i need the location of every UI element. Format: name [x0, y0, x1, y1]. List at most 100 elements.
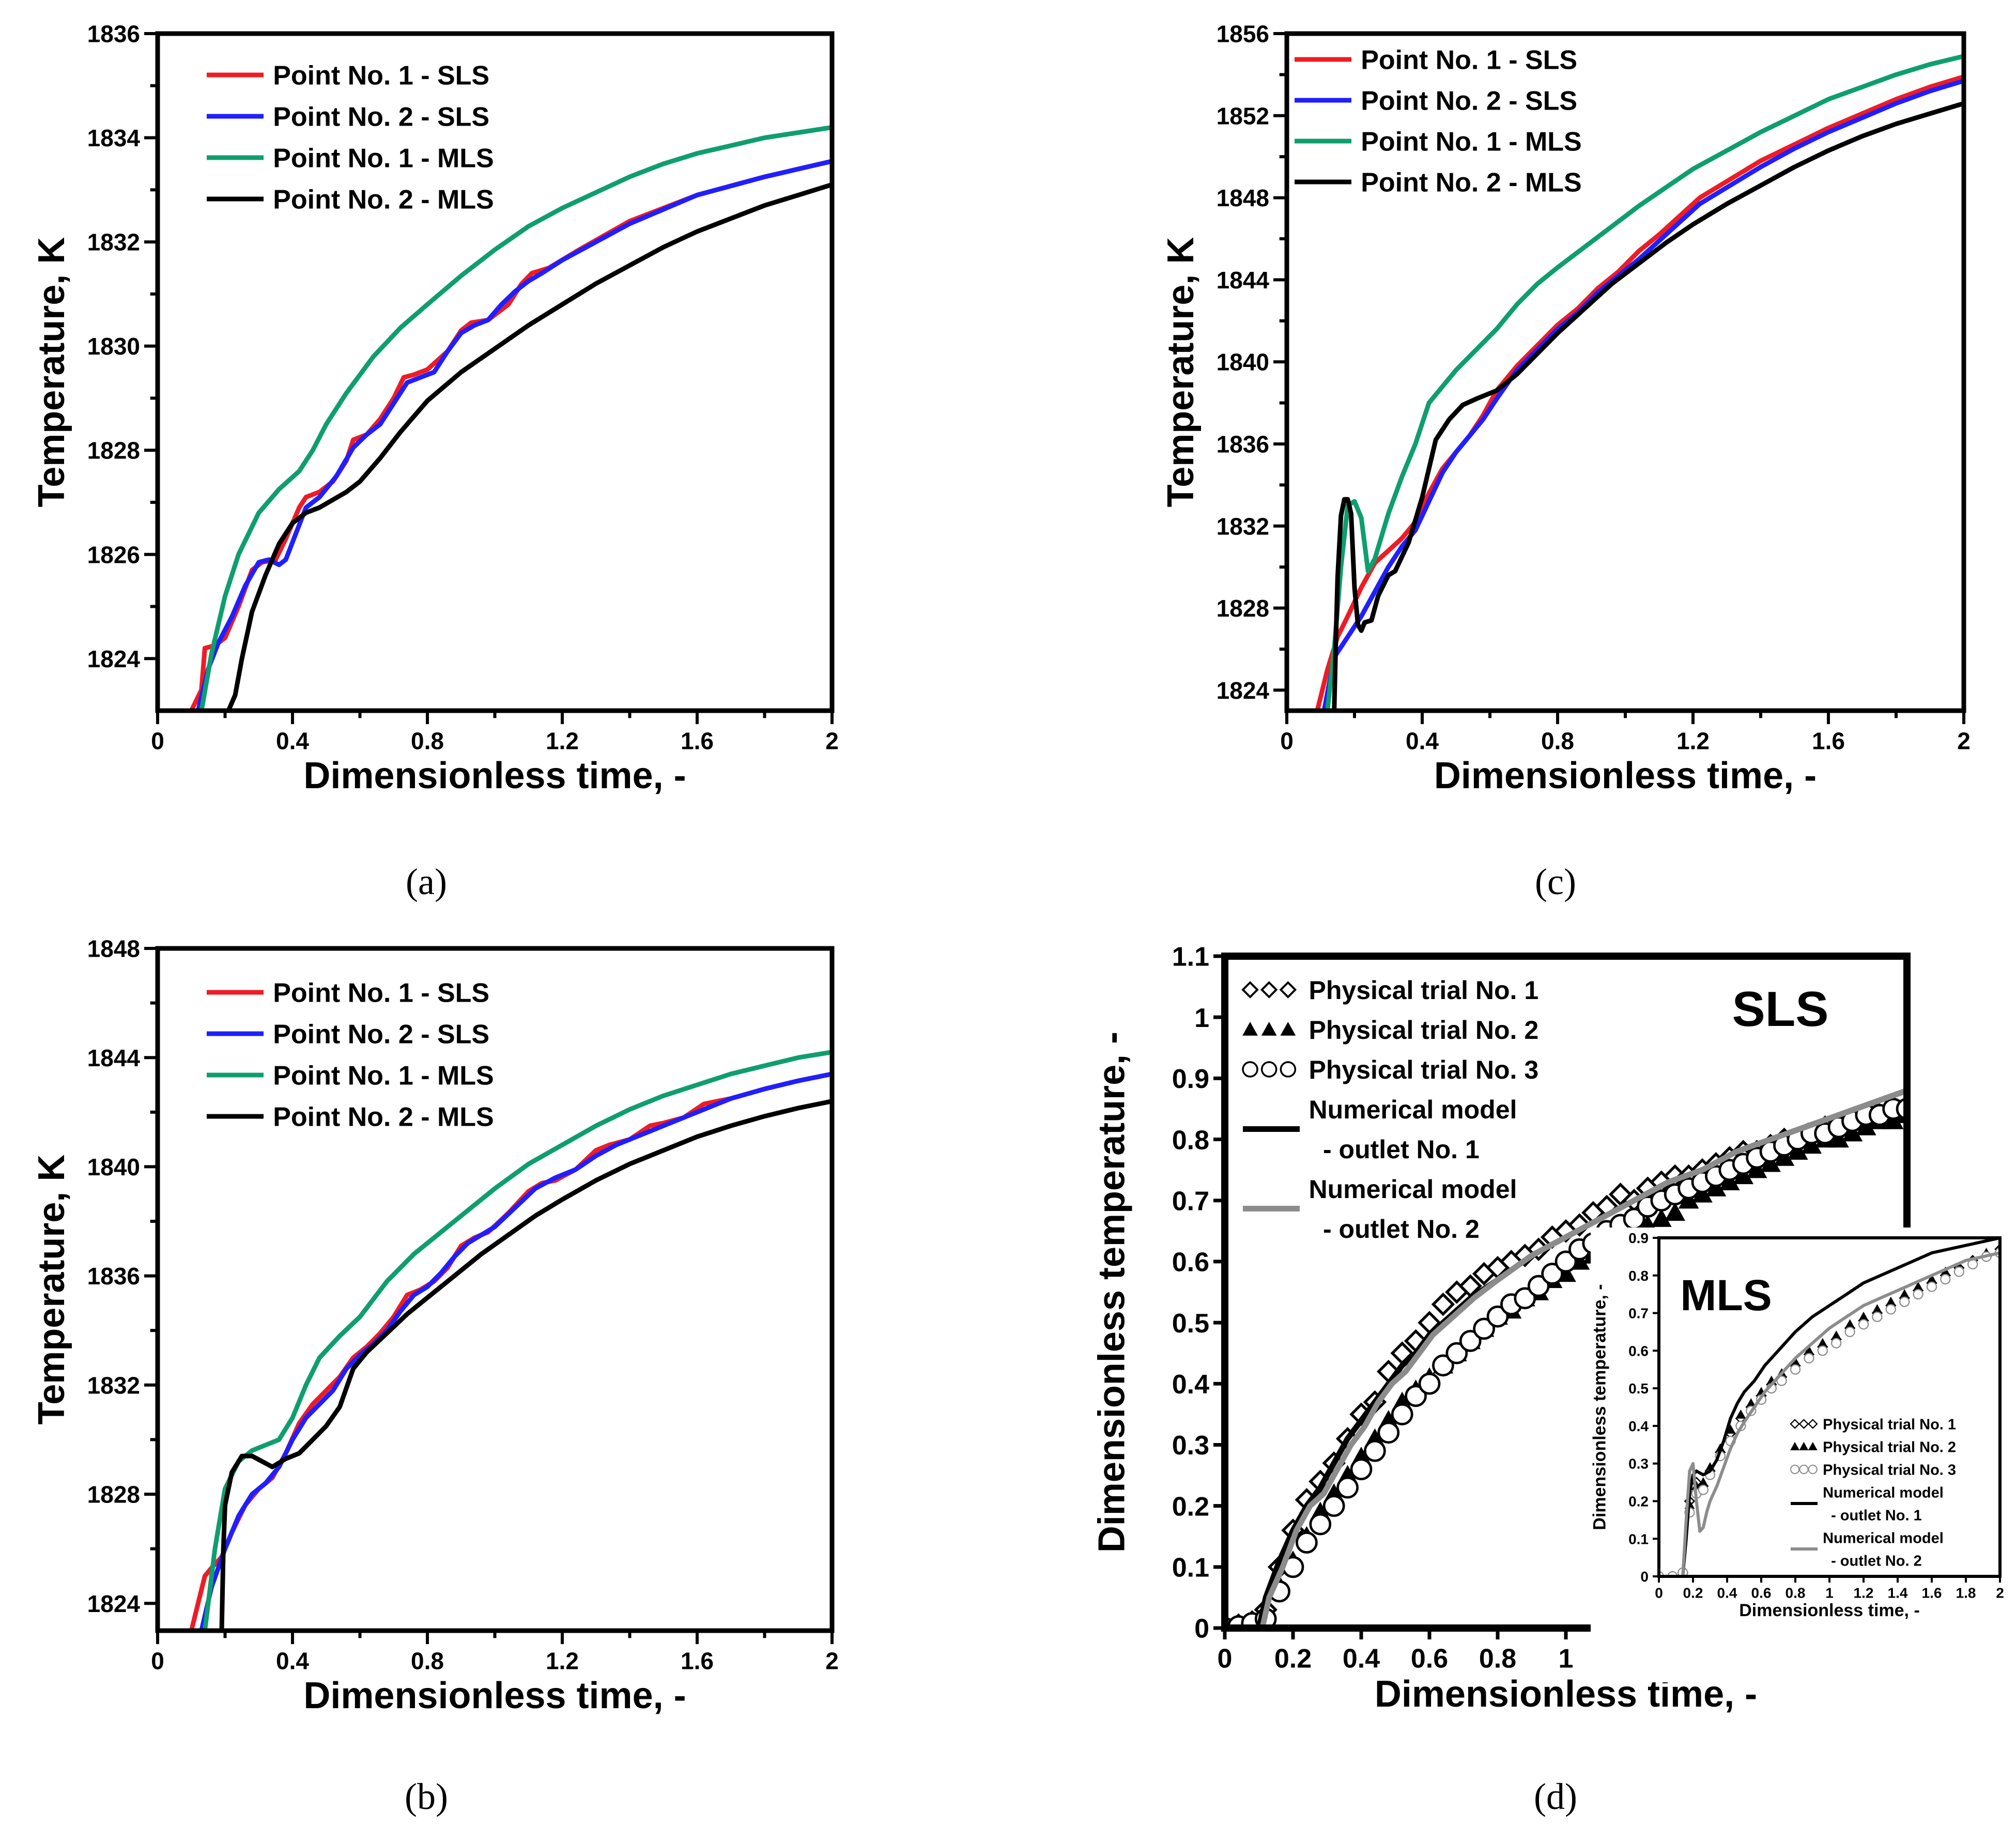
- data-point: [1541, 1263, 1563, 1285]
- y-tick-label: 0.5: [1628, 1380, 1649, 1397]
- y-tick-label: 1832: [87, 1372, 140, 1399]
- y-tick-label: 1834: [87, 125, 141, 151]
- legend-label: Point No. 1 - SLS: [273, 978, 489, 1008]
- y-tick-label: 1852: [1217, 102, 1269, 129]
- y-tick-label: 1836: [1217, 431, 1269, 457]
- y-tick-label: 0.7: [1172, 1186, 1209, 1216]
- x-tick-label: 0.8: [1541, 727, 1574, 754]
- y-axis-label: Dimensionless temperature, -: [1590, 1284, 1610, 1530]
- legend-label: Numerical model - outlet No. 1: [1823, 1484, 1944, 1524]
- data-point: [1527, 1275, 1550, 1297]
- x-tick-label: 0: [1655, 1585, 1663, 1601]
- series-line-1: [189, 159, 832, 711]
- legend-item-4: Numerical model - outlet No. 1: [1791, 1484, 1944, 1524]
- data-point: [1364, 1439, 1386, 1462]
- data-point: [1926, 1281, 1937, 1292]
- data-point: [1260, 981, 1278, 999]
- legend-item-1: Point No. 1 - SLS: [207, 978, 489, 1008]
- y-tick-label: 0.4: [1628, 1418, 1649, 1434]
- legend-item-5: Numerical model - outlet No. 2: [1243, 1175, 1517, 1244]
- y-tick-label: 0.1: [1172, 1553, 1209, 1583]
- y-tick-label: 0.7: [1628, 1306, 1649, 1322]
- y-tick-label: 0.4: [1172, 1370, 1209, 1400]
- data-point: [1698, 1484, 1709, 1495]
- y-tick-label: 0.8: [1628, 1268, 1649, 1284]
- data-point: [1350, 1458, 1373, 1481]
- data-point: [1322, 1495, 1345, 1517]
- data-point: [1799, 1441, 1809, 1450]
- series-group: [189, 1050, 832, 1631]
- x-axis-label: Dimensionless time, -: [303, 1675, 686, 1716]
- y-tick-label: 1840: [1217, 349, 1269, 376]
- chart-b: 0 0.4 0.8 1.2 1.6 2 1824 1828 1832 1836 1840 1844 18…: [31, 935, 839, 1716]
- panel-caption-c: (c): [1535, 861, 1576, 902]
- y-tick-label: 0: [1640, 1569, 1649, 1585]
- x-axis-label: Dimensionless time, -: [1434, 755, 1817, 796]
- data-point: [1872, 1311, 1883, 1322]
- series-line-4: [219, 1099, 832, 1631]
- x-tick-label: 1.6: [1922, 1585, 1942, 1601]
- data-point: [1790, 1441, 1800, 1450]
- series-group: [189, 125, 832, 711]
- data-point: [1798, 1419, 1809, 1429]
- data-point: [1445, 1342, 1468, 1364]
- data-point: [1858, 1319, 1869, 1330]
- data-point: [1790, 1464, 1800, 1475]
- legend-label: Physical trial No. 2: [1823, 1439, 1956, 1455]
- y-tick-label: 1.1: [1172, 942, 1209, 972]
- series-line-2: [195, 159, 832, 711]
- data-point: [1279, 981, 1297, 999]
- y-tick-label: 1830: [87, 333, 140, 360]
- series-line-1: [189, 1071, 832, 1631]
- data-point: [1296, 1531, 1318, 1554]
- panel-caption-a: (a): [406, 861, 447, 902]
- x-tick-label: 0.4: [1717, 1585, 1737, 1601]
- data-point: [1899, 1296, 1910, 1307]
- legend-label: Point No. 1 - MLS: [1361, 127, 1582, 157]
- data-point: [1776, 1375, 1787, 1386]
- panel-caption-d: (d): [1534, 1776, 1577, 1817]
- x-tick-label: 0: [1280, 727, 1294, 754]
- data-point: [1665, 1202, 1686, 1221]
- x-tick-label: 0.4: [1343, 1644, 1380, 1674]
- series-group: [1659, 1238, 2000, 1576]
- y-tick-label: 1828: [87, 437, 140, 464]
- data-point: [1391, 1403, 1413, 1425]
- legend-label: Point No. 1 - SLS: [273, 61, 489, 91]
- legend-item-3: Physical trial No. 3: [1242, 1055, 1538, 1084]
- data-point: [1260, 1061, 1278, 1078]
- data-point: [1242, 1021, 1258, 1036]
- y-axis-label: Temperature, K: [31, 237, 72, 508]
- y-tick-label: 0.6: [1628, 1343, 1649, 1359]
- y-tick-label: 1824: [87, 1590, 141, 1617]
- y-tick-label: 1824: [87, 646, 141, 672]
- legend-label: Point No. 2 - MLS: [273, 185, 494, 215]
- legend-label: Point No. 2 - SLS: [273, 102, 489, 132]
- data-point: [1555, 1250, 1577, 1273]
- data-point: [1790, 1364, 1801, 1375]
- x-tick-label: 0.2: [1683, 1585, 1703, 1601]
- legend-item-5: Numerical model - outlet No. 2: [1791, 1530, 1944, 1569]
- y-tick-label: 0.1: [1628, 1531, 1649, 1547]
- legend-item-4: Point No. 2 - MLS: [1295, 168, 1582, 198]
- legend-item-2: Point No. 2 - SLS: [1295, 86, 1577, 116]
- y-tick-label: 1826: [87, 541, 140, 568]
- y-tick-label: 1836: [87, 21, 140, 48]
- y-tick-label: 0.5: [1172, 1309, 1209, 1339]
- data-point: [1808, 1441, 1818, 1450]
- legend-label: Physical trial No. 3: [1823, 1462, 1956, 1478]
- x-axis-label: Dimensionless time, -: [303, 755, 686, 796]
- x-tick-label: 0: [151, 1647, 164, 1674]
- legend-item-3: Physical trial No. 3: [1790, 1462, 1956, 1478]
- series-line-2: [1321, 78, 1964, 711]
- legend-label: Physical trial No. 1: [1309, 976, 1539, 1005]
- data-point: [1431, 1292, 1455, 1316]
- series-line-5: [1659, 1251, 2000, 1576]
- data-point: [1405, 1385, 1427, 1407]
- x-tick-label: 0.4: [276, 1647, 309, 1674]
- legend-label: Point No. 2 - SLS: [1361, 86, 1577, 116]
- series-group: [1315, 54, 1964, 711]
- y-tick-label: 0.9: [1628, 1230, 1649, 1246]
- plot-frame: [155, 946, 835, 1633]
